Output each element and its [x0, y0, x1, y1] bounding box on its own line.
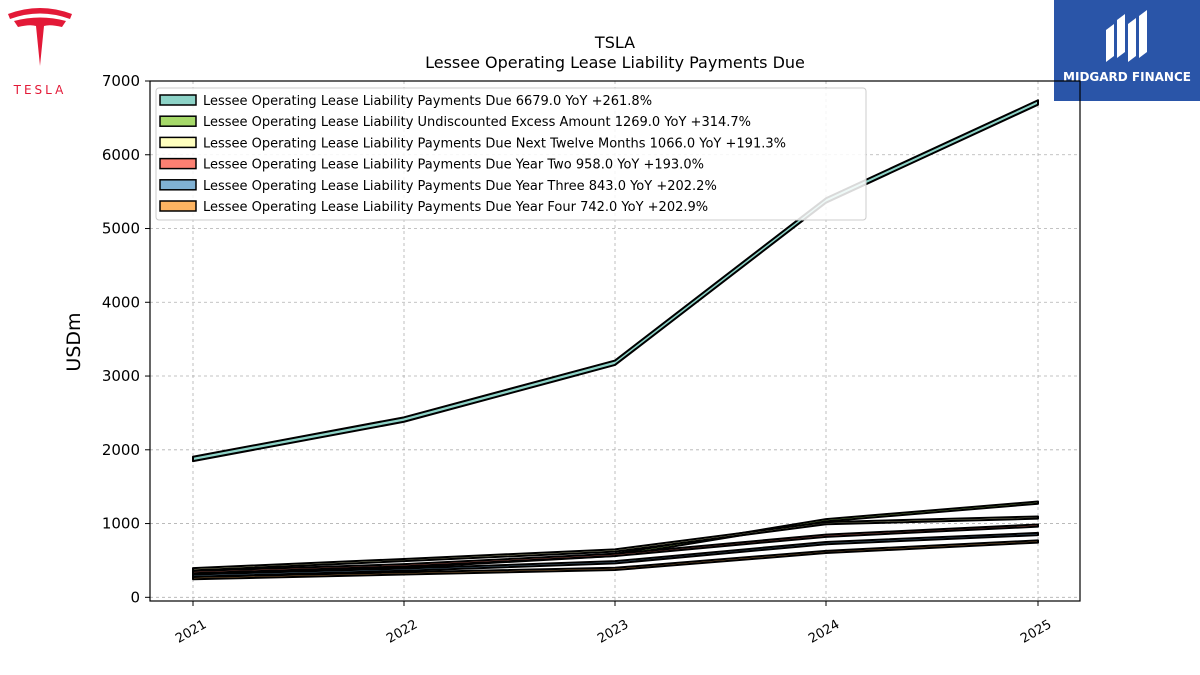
- chart-title: TSLA: [594, 33, 635, 52]
- y-tick-label: 4000: [102, 293, 140, 311]
- tesla-t-icon: TESLA: [8, 8, 72, 97]
- legend-swatch: [159, 179, 197, 191]
- chart-subtitle: Lessee Operating Lease Liability Payment…: [425, 53, 805, 72]
- series-band: [192, 539, 1039, 581]
- y-axis: 0 1000 2000 3000 4000 5000 6000 7000: [102, 72, 150, 606]
- series-layer: [192, 99, 1039, 581]
- series-band: [192, 531, 1039, 578]
- y-tick-label: 0: [130, 588, 140, 606]
- series-band: [192, 523, 1039, 575]
- midgard-wordmark: MIDGARD FINANCE: [1063, 70, 1191, 84]
- x-tick-label: 2025: [1018, 617, 1054, 647]
- tesla-wordmark: TESLA: [13, 83, 67, 97]
- x-tick-label: 2024: [806, 617, 842, 647]
- y-tick-label: 2000: [102, 441, 140, 459]
- series-band: [192, 515, 1039, 572]
- legend: Lessee Operating Lease Liability Payment…: [155, 87, 867, 221]
- tesla-logo: TESLA: [4, 4, 76, 100]
- y-tick-label: 7000: [102, 72, 140, 90]
- x-tick-label: 2022: [384, 617, 420, 647]
- legend-swatch: [159, 94, 197, 106]
- y-tick-label: 3000: [102, 367, 140, 385]
- legend-swatch: [159, 157, 197, 170]
- legend-entry: Lessee Operating Lease Liability Payment…: [203, 200, 708, 215]
- x-axis: 2021 2022 2023 2024 2025: [173, 601, 1054, 647]
- legend-box: [155, 87, 867, 221]
- legend-entry: Lessee Operating Lease Liability Payment…: [203, 136, 786, 151]
- y-tick-label: 5000: [102, 220, 140, 238]
- legend-swatch: [159, 200, 197, 212]
- legend-swatch: [159, 115, 197, 127]
- legend-entry: Lessee Operating Lease Liability Payment…: [203, 179, 717, 194]
- y-axis-label: USDm: [63, 312, 85, 371]
- midgard-m-icon: MIDGARD FINANCE: [1063, 10, 1191, 84]
- legend-entry: Lessee Operating Lease Liability Undisco…: [203, 115, 751, 130]
- x-tick-label: 2021: [173, 617, 209, 647]
- legend-entry: Lessee Operating Lease Liability Payment…: [203, 94, 652, 109]
- midgard-finance-logo: MIDGARD FINANCE: [1054, 0, 1200, 101]
- legend-swatch: [159, 136, 197, 149]
- legend-entry: Lessee Operating Lease Liability Payment…: [203, 158, 704, 173]
- y-tick-label: 1000: [102, 515, 140, 533]
- x-tick-label: 2023: [595, 617, 631, 647]
- y-tick-label: 6000: [102, 146, 140, 164]
- series-band: [192, 99, 1039, 463]
